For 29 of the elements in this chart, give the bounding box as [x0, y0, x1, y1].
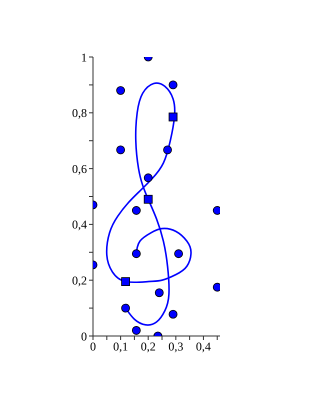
- y-tick-label: 0,8: [72, 106, 87, 120]
- point: [212, 282, 220, 292]
- point: [132, 249, 141, 258]
- point: [116, 146, 126, 154]
- x-tick-label: 0,2: [140, 340, 156, 354]
- point: [121, 304, 130, 312]
- x-tick-label: 0,1: [113, 340, 128, 354]
- point: [163, 146, 172, 154]
- x-tick-label: 0,3: [168, 340, 184, 354]
- point: [174, 249, 183, 258]
- y-tick-label: 0,6: [72, 162, 87, 176]
- point: [212, 206, 220, 215]
- line-series: [106, 82, 192, 326]
- point: [116, 86, 126, 95]
- x-tick-label: 0,4: [196, 340, 211, 354]
- point: [168, 310, 178, 319]
- point: [121, 277, 130, 286]
- x-tick-label: 0: [90, 340, 96, 354]
- point: [168, 80, 178, 90]
- y-tick-label: 1: [81, 50, 87, 64]
- y-tick-label: 0: [81, 329, 87, 344]
- point: [132, 326, 141, 335]
- y-tick-label: 0,4: [72, 218, 87, 232]
- point: [144, 173, 153, 182]
- point: [168, 112, 178, 122]
- point: [144, 194, 153, 204]
- y-tick-label: 0,2: [72, 273, 87, 288]
- point: [132, 206, 141, 215]
- point: [154, 288, 164, 298]
